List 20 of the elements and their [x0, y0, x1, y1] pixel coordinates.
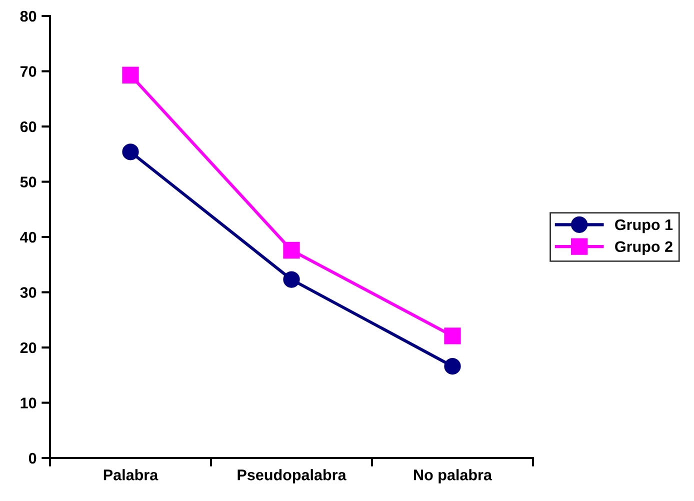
x-tick-label: Pseudopalabra — [238, 469, 346, 484]
point — [283, 242, 300, 259]
x-tick-label: No palabra — [414, 469, 492, 484]
legend-label: Grupo 1 — [615, 219, 673, 234]
y-tick-label: 60 — [20, 121, 36, 132]
y-tick-label: 50 — [20, 176, 36, 188]
point — [444, 358, 461, 375]
legend-label: Grupo 2 — [615, 241, 672, 256]
y-tick-label: 70 — [20, 66, 36, 77]
point — [283, 271, 300, 288]
point — [122, 144, 139, 160]
point — [122, 66, 139, 84]
y-tick-label: 20 — [20, 342, 36, 354]
x-tick-label: Palabra — [104, 469, 158, 480]
y-tick-label: 80 — [20, 10, 36, 22]
y-tick-label: 40 — [20, 232, 36, 243]
y-tick-label: 30 — [20, 287, 36, 298]
point — [444, 328, 461, 344]
y-tick-label: 0 — [28, 452, 36, 464]
y-tick-label: 10 — [20, 398, 36, 408]
